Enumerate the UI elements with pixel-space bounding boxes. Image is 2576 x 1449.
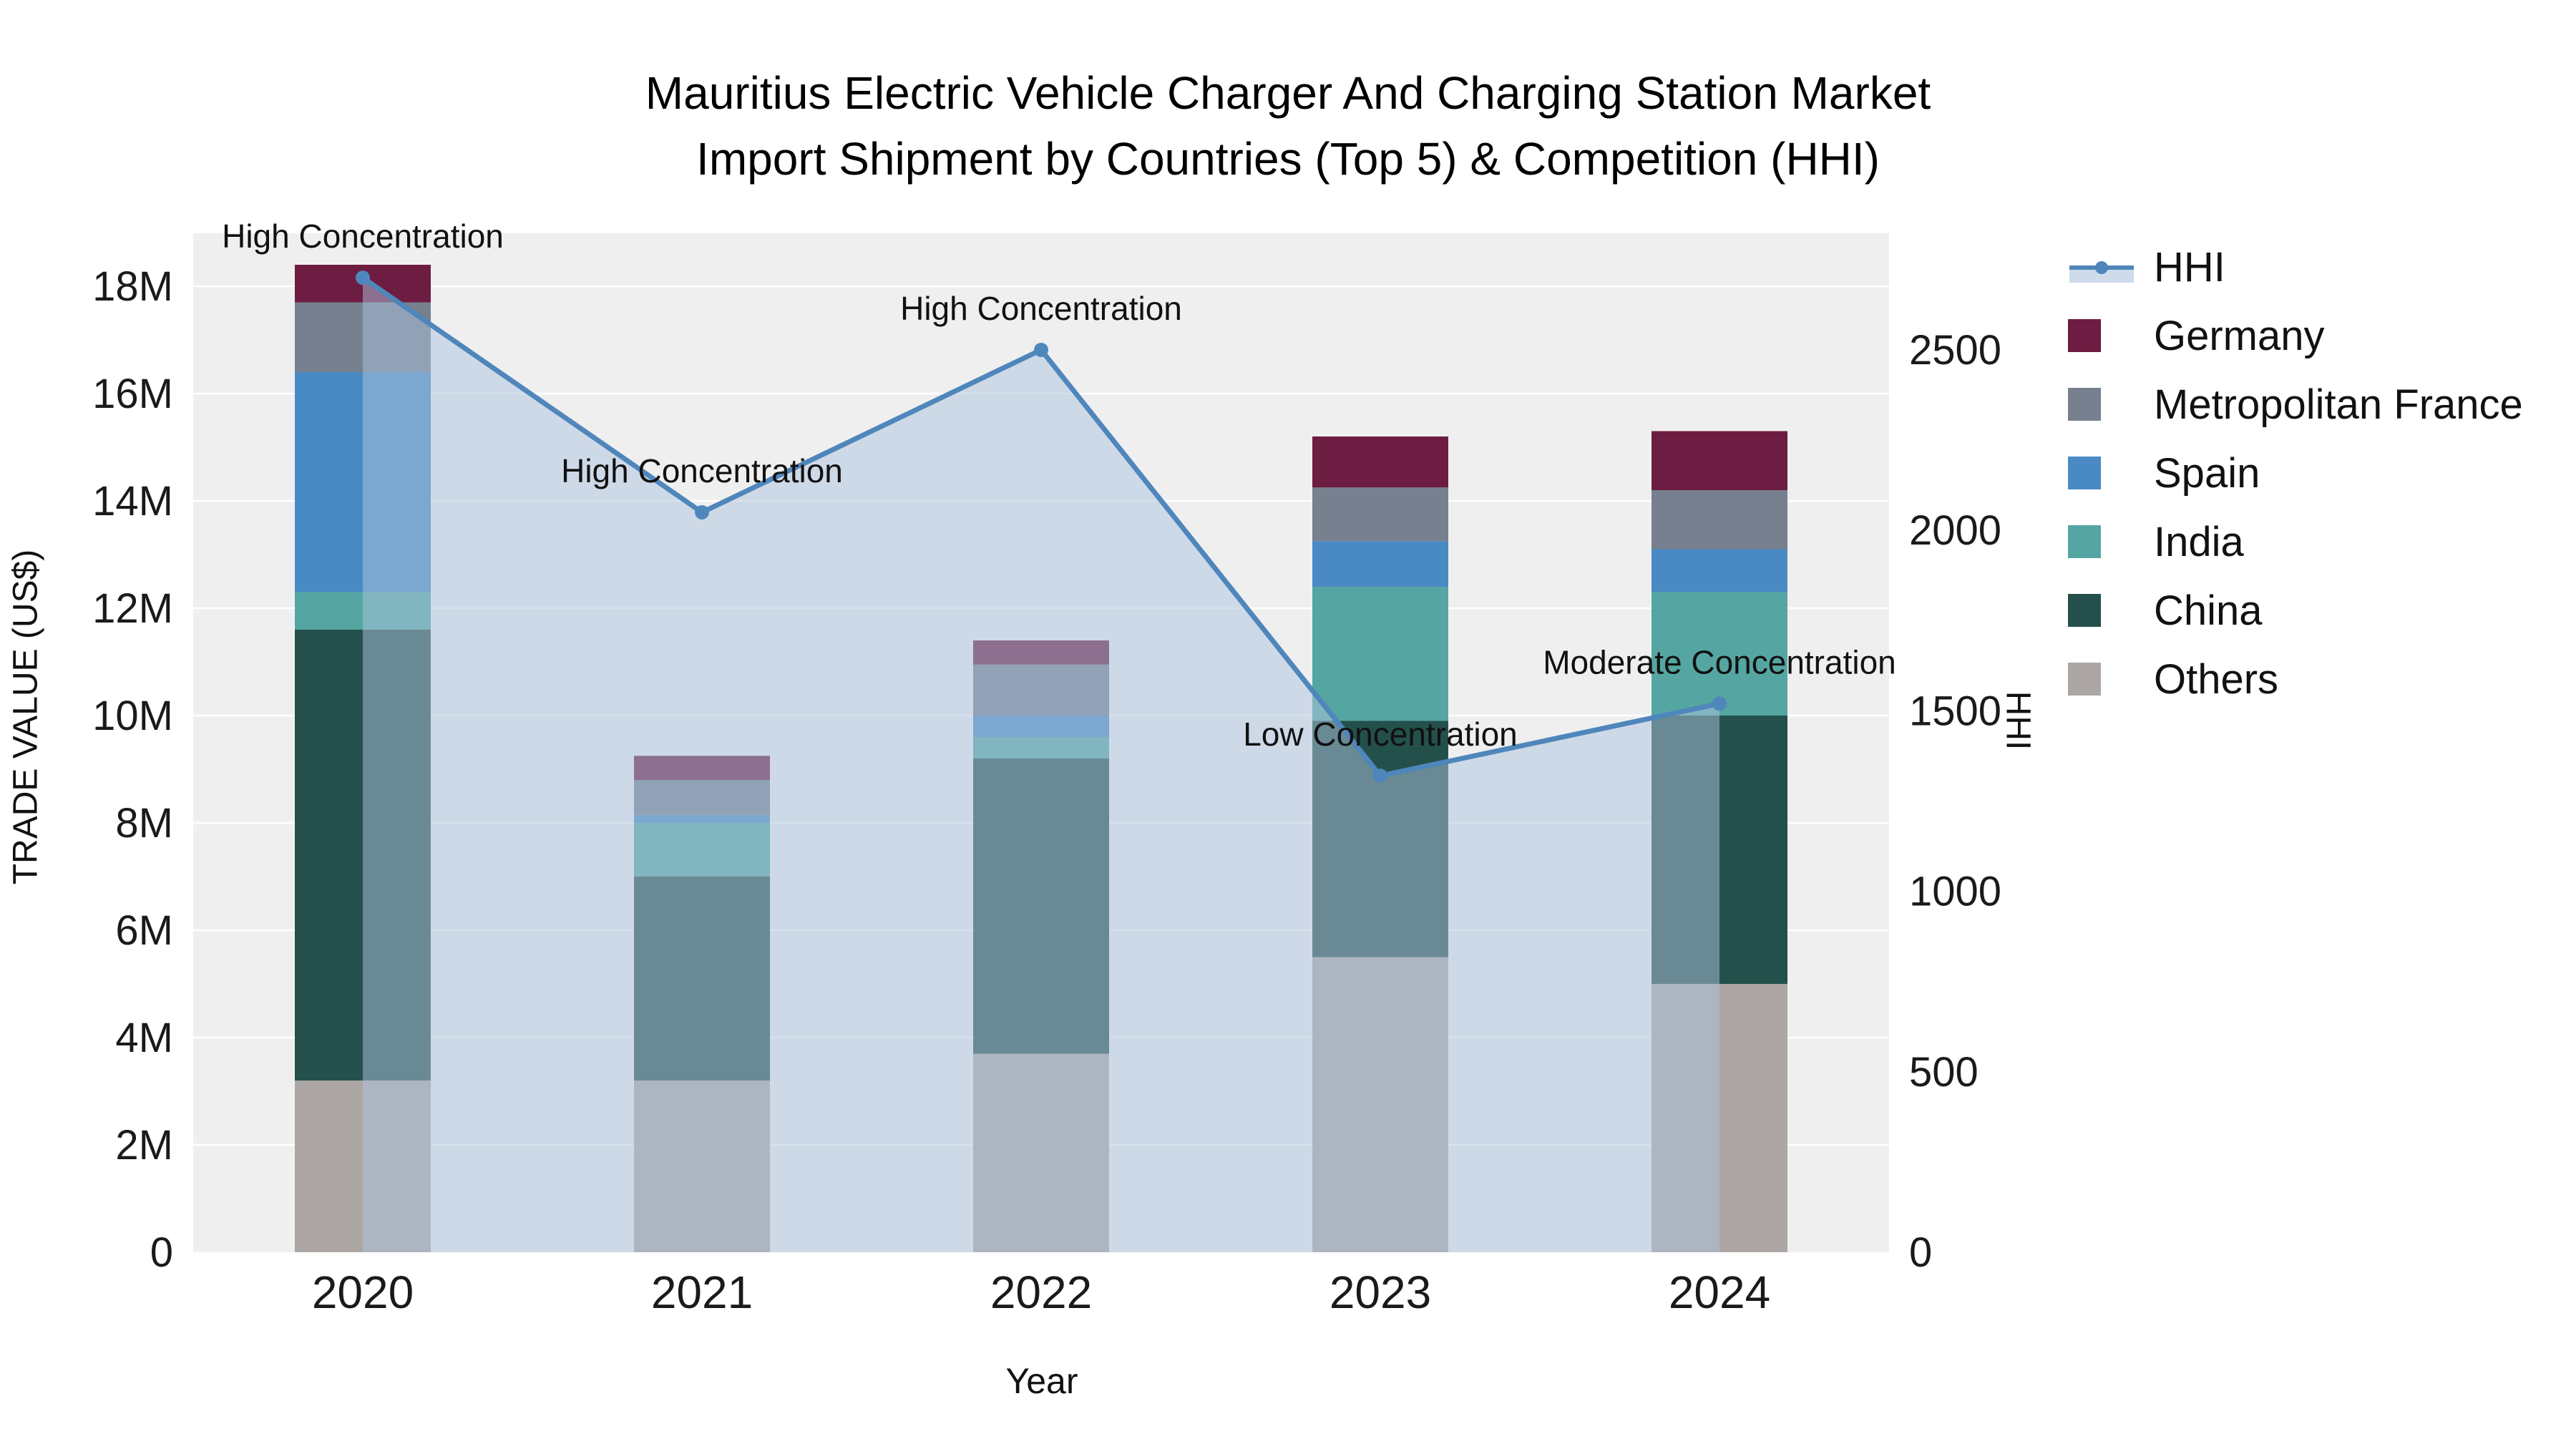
y-left-tick-label: 0 <box>150 1229 173 1276</box>
y-left-tick-label: 18M <box>92 263 173 310</box>
hhi-marker-2022 <box>1034 343 1048 357</box>
y-left-tick-label: 2M <box>115 1122 173 1169</box>
y-right-tick-label: 2000 <box>1909 507 2001 554</box>
bar-segment-india-2024 <box>1652 592 1787 716</box>
legend-item-label: China <box>2154 587 2263 634</box>
metropolitan-france-swatch-icon <box>2068 388 2135 421</box>
legend-item-label: Germany <box>2154 312 2325 359</box>
bar-segment-metropolitan-france-2023 <box>1312 487 1448 542</box>
bar-segment-spain-2023 <box>1312 541 1448 587</box>
chart-title: Mauritius Electric Vehicle Charger And C… <box>0 60 2576 192</box>
x-tick-label-2024: 2024 <box>1669 1267 1770 1318</box>
legend-item-metropolitan-france: Metropolitan France <box>2068 381 2523 428</box>
y-axis-label-left: TRADE VALUE (US$) <box>6 549 45 885</box>
legend-item-china: China <box>2068 587 2523 634</box>
y-left-tick-label: 8M <box>115 800 173 847</box>
bar-segment-germany-2023 <box>1312 436 1448 488</box>
chart-title-line2: Import Shipment by Countries (Top 5) & C… <box>696 133 1880 185</box>
legend-item-spain: Spain <box>2068 449 2523 497</box>
y-left-tick-label: 4M <box>115 1015 173 1061</box>
legend: HHI Germany Metropolitan France Spain India C… <box>2068 243 2523 703</box>
annotation-2020: High Concentration <box>222 218 504 255</box>
legend-item-label: HHI <box>2154 243 2225 291</box>
y-left-tick-label: 6M <box>115 907 173 954</box>
legend-item-others: Others <box>2068 655 2523 703</box>
legend-item-hhi: HHI <box>2068 243 2523 291</box>
x-tick-label-2021: 2021 <box>651 1267 753 1318</box>
chart-title-line1: Mauritius Electric Vehicle Charger And C… <box>645 67 1931 119</box>
x-tick-label-2023: 2023 <box>1330 1267 1431 1318</box>
china-swatch-icon <box>2068 594 2135 627</box>
others-swatch-icon <box>2068 663 2135 696</box>
y-right-tick-label: 0 <box>1909 1229 1932 1276</box>
x-tick-label-2020: 2020 <box>312 1267 414 1318</box>
x-tick-label-2022: 2022 <box>990 1267 1092 1318</box>
annotation-2022: High Concentration <box>900 290 1182 327</box>
hhi-marker-2021 <box>695 504 709 519</box>
bar-segment-spain-2024 <box>1652 549 1787 592</box>
hhi-line-icon <box>2068 250 2135 284</box>
germany-swatch-icon <box>2068 319 2135 352</box>
india-swatch-icon <box>2068 525 2135 558</box>
hhi-marker-2023 <box>1373 769 1387 784</box>
bar-segment-metropolitan-france-2024 <box>1652 490 1787 550</box>
x-axis-label: Year <box>1005 1361 1078 1401</box>
legend-item-germany: Germany <box>2068 313 2523 359</box>
annotation-2023: Low Concentration <box>1243 716 1518 753</box>
y-left-tick-label: 16M <box>92 371 173 417</box>
y-left-tick-label: 12M <box>92 585 173 632</box>
hhi-marker-2020 <box>356 270 370 286</box>
y-left-tick-label: 10M <box>92 693 173 739</box>
y-right-tick-label: 500 <box>1909 1049 1979 1096</box>
y-right-tick-label: 1500 <box>1909 688 2001 734</box>
annotation-2021: High Concentration <box>561 452 843 489</box>
y-left-tick-label: 14M <box>92 478 173 525</box>
y-right-tick-label: 2500 <box>1909 327 2001 374</box>
spain-swatch-icon <box>2068 457 2135 489</box>
legend-item-label: India <box>2154 518 2244 565</box>
legend-item-label: Metropolitan France <box>2154 381 2523 428</box>
hhi-marker-2024 <box>1712 696 1727 711</box>
legend-item-india: India <box>2068 519 2523 565</box>
annotation-2024: Moderate Concentration <box>1543 643 1896 680</box>
legend-item-label: Others <box>2154 655 2279 703</box>
y-axis-label-right: HHI <box>1999 691 2037 751</box>
bar-segment-germany-2024 <box>1652 431 1787 490</box>
bar-segment-india-2023 <box>1312 587 1448 721</box>
y-right-tick-label: 1000 <box>1909 869 2001 915</box>
hhi-area-fill <box>363 278 1719 1252</box>
legend-item-label: Spain <box>2154 449 2260 497</box>
